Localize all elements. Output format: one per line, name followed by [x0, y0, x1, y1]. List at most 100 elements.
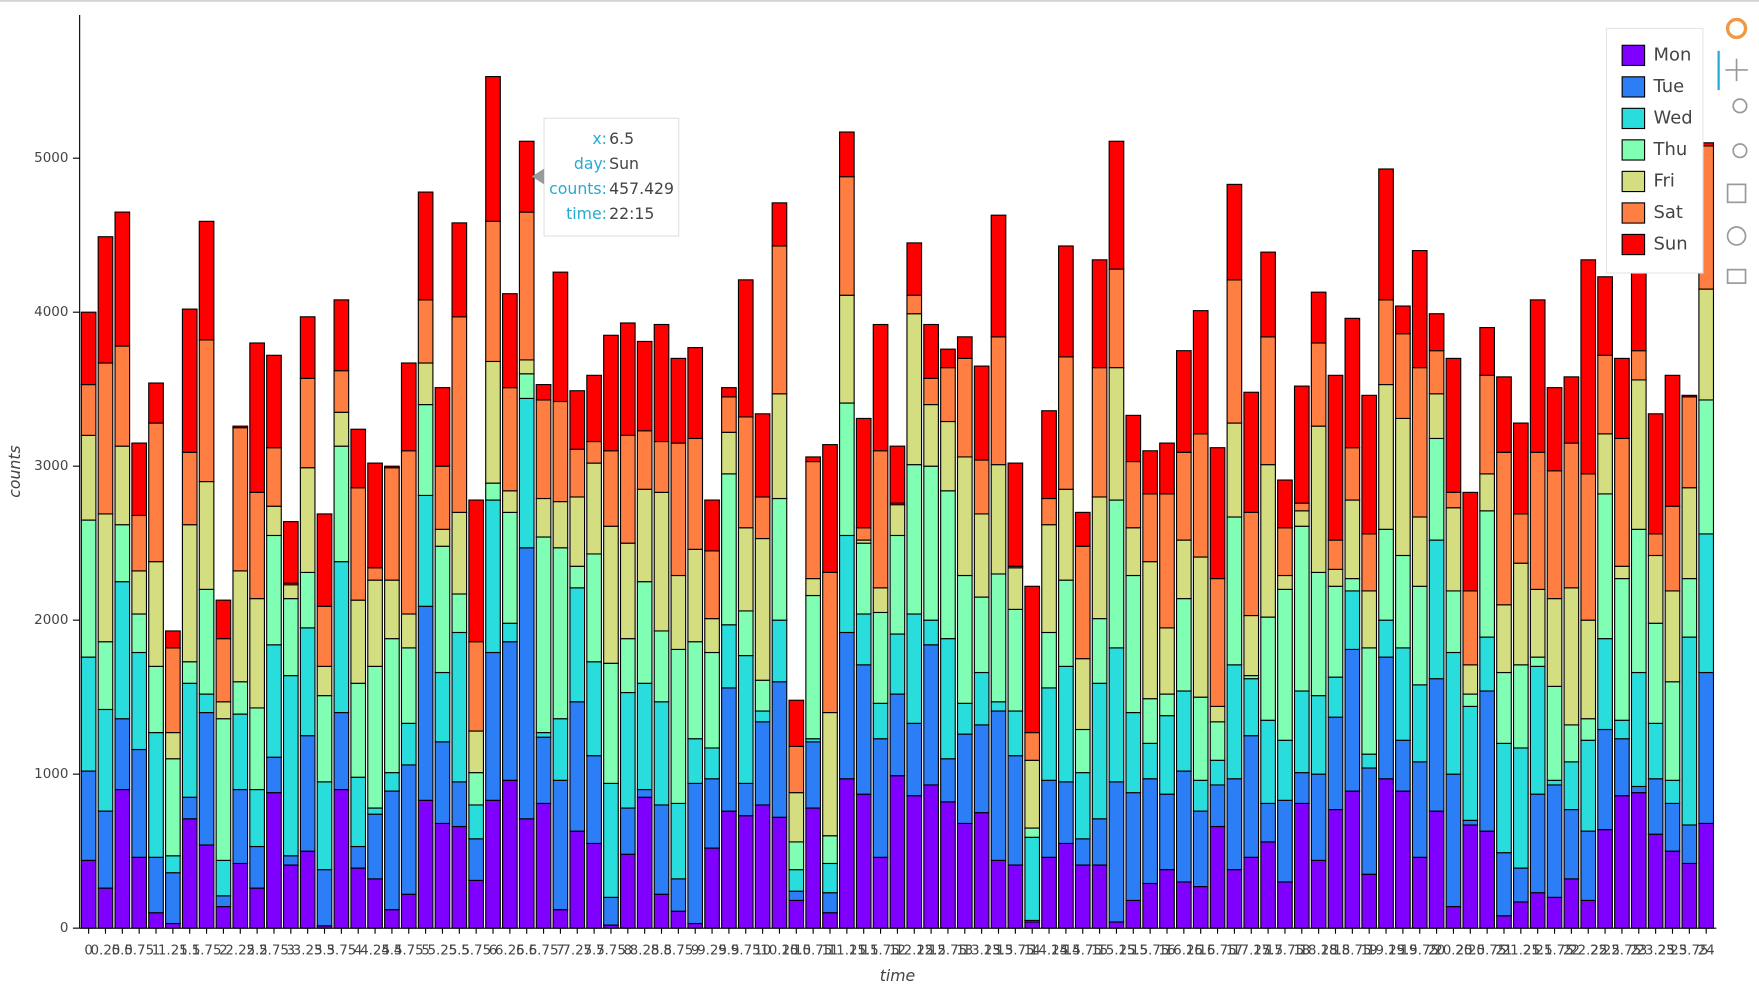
bar-segment [1445, 651, 1462, 775]
bar-segment [502, 779, 518, 929]
bar-segment [1142, 698, 1159, 744]
x-tick-label: 1.25 [158, 944, 188, 959]
bar-segment [973, 365, 990, 461]
bar-segment [181, 308, 198, 453]
bar-segment [1277, 479, 1293, 529]
bokeh-logo[interactable] [1725, 17, 1748, 40]
bar-segment [266, 354, 282, 449]
tooltip-value: Sun [609, 154, 639, 173]
bar-segment [198, 693, 215, 714]
x-tick-label: 16.75 [1198, 944, 1237, 959]
bar-segment [1074, 728, 1091, 774]
bar-segment [1664, 590, 1681, 683]
save-tool[interactable] [1726, 183, 1747, 204]
bar-segment [1664, 850, 1681, 929]
bar-segment [198, 339, 215, 483]
bar-segment [1310, 859, 1327, 929]
bar-segment [569, 565, 586, 589]
bar-segment [1108, 921, 1125, 929]
bar-segment [1529, 665, 1546, 795]
x-tick-label: 1.5 [179, 944, 200, 959]
bar-segment [1395, 305, 1411, 335]
bar-segment [1058, 781, 1074, 845]
bar-segment [754, 496, 771, 540]
bar-segment [1293, 510, 1310, 527]
bar-segment [1428, 810, 1445, 929]
bar-segment [1007, 567, 1024, 610]
bar-segment [400, 722, 417, 766]
bar-segment [350, 428, 367, 489]
bar-segment [333, 445, 350, 563]
bar-segment [1074, 511, 1091, 547]
bar-segment [872, 587, 889, 614]
x-tick-label: 19.25 [1367, 944, 1406, 959]
x-tick-label: 3.75 [326, 944, 356, 959]
legend-swatch [1621, 44, 1646, 67]
bar-segment [771, 245, 788, 395]
bar-segment [552, 547, 569, 720]
bar-segment [687, 347, 704, 440]
bar-segment [956, 702, 973, 735]
hover-tool[interactable] [1726, 268, 1747, 284]
bar-segment [1563, 878, 1580, 929]
bar-segment [586, 755, 602, 845]
bar-segment [97, 641, 114, 711]
bar-segment [148, 561, 164, 667]
bar-segment [940, 348, 956, 369]
bar-segment [1058, 665, 1074, 783]
bar-segment [350, 845, 367, 869]
bar-segment [1243, 391, 1260, 513]
x-tick-label: 0 [84, 944, 93, 959]
bar-segment [1074, 658, 1091, 731]
bar-segment [1192, 696, 1209, 781]
x-tick-label: 13 [956, 944, 973, 959]
bar-segment [1681, 636, 1698, 826]
bar-segment [1226, 664, 1243, 780]
bar-segment [367, 878, 383, 929]
bar-segment [1395, 647, 1411, 741]
bar-segment [839, 534, 855, 634]
reset-tool[interactable] [1726, 226, 1747, 246]
bar-segment [165, 732, 181, 760]
pan-tool[interactable] [1725, 58, 1748, 82]
bar-segment [788, 899, 805, 929]
bar-segment [687, 922, 704, 929]
bar-segment [956, 733, 973, 824]
bar-segment [889, 504, 906, 537]
x-tick-label: 3 [287, 944, 296, 959]
bar-segment [855, 417, 872, 529]
bar-segment [990, 701, 1007, 712]
wheel-zoom-tool[interactable] [1732, 143, 1748, 159]
bar-segment [1024, 921, 1041, 929]
bar-segment [417, 494, 434, 607]
bar-segment [417, 299, 434, 364]
legend-swatch [1621, 139, 1646, 161]
bar-segment [1597, 433, 1613, 495]
bar-segment [1159, 869, 1175, 929]
bar-segment [1614, 795, 1630, 929]
bar-segment [1378, 778, 1394, 929]
bar-segment [822, 912, 838, 929]
bar-segment [1125, 460, 1142, 529]
box-zoom-tool[interactable] [1732, 98, 1748, 114]
bar-segment [586, 440, 602, 464]
bar-segment [855, 613, 872, 666]
bar-segment [889, 534, 906, 635]
bar-segment [1647, 533, 1664, 557]
bar-segment [1580, 739, 1597, 832]
bar-segment [973, 812, 990, 929]
bar-segment [1058, 356, 1074, 490]
bar-segment [1614, 565, 1630, 580]
bar-segment [1091, 496, 1108, 620]
x-tick-label: 5.5 [449, 944, 470, 959]
bar-segment [687, 782, 704, 925]
bar-segment [1546, 387, 1563, 472]
bar-segment [822, 862, 838, 894]
bar-segment [249, 887, 265, 929]
bar-segment [215, 906, 232, 929]
bar-segment [518, 140, 535, 213]
bar-segment [569, 701, 586, 832]
bar-segment [1293, 690, 1310, 774]
bar-segment [1563, 587, 1580, 726]
x-tick-label: 14.75 [1063, 944, 1102, 959]
